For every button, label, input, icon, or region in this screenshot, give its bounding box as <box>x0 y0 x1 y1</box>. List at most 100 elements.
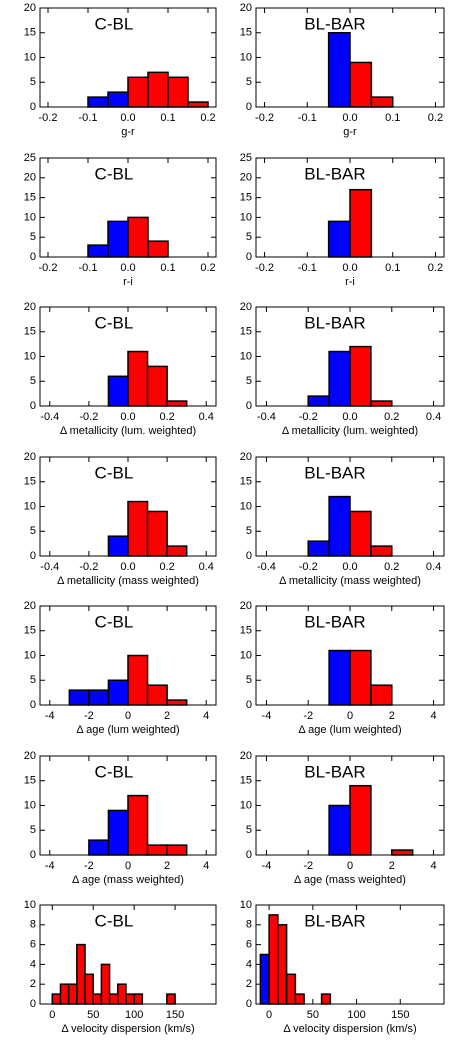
y-tick-label: 15 <box>24 27 36 39</box>
panel-label: BL-BAR <box>304 463 365 482</box>
x-tick-label: 0.1 <box>385 262 400 274</box>
x-tick-label: -0.2 <box>299 411 318 423</box>
x-tick-label: 4 <box>430 710 436 722</box>
x-tick-label: -4 <box>45 710 55 722</box>
x-tick-label: 50 <box>87 1009 99 1021</box>
bar <box>146 510 168 557</box>
y-tick-label: 10 <box>24 649 36 661</box>
x-tick-label: 0.2 <box>159 411 174 423</box>
y-tick-label: 0 <box>246 998 252 1010</box>
y-tick-label: 0 <box>30 251 36 263</box>
x-tick-label: -4 <box>262 710 272 722</box>
x-tick-label: -0.4 <box>40 561 59 573</box>
x-tick-label: 0.0 <box>342 411 357 423</box>
bar <box>370 545 393 557</box>
y-tick-label: 10 <box>240 211 252 223</box>
bar <box>166 844 188 856</box>
y-tick-label: 20 <box>24 301 36 313</box>
y-tick-label: 5 <box>30 674 36 686</box>
y-tick-label: 20 <box>24 600 36 612</box>
x-tick-label: 0.2 <box>428 262 443 274</box>
x-tick-label: 0 <box>347 710 353 722</box>
bar <box>127 216 149 258</box>
bar <box>328 804 351 856</box>
x-tick-label: -0.1 <box>298 262 317 274</box>
x-tick-label: 0.4 <box>199 411 214 423</box>
x-tick-label: 0 <box>347 860 353 872</box>
y-tick-label: 5 <box>30 824 36 836</box>
x-tick-label: 0.0 <box>120 561 135 573</box>
y-tick-label: 5 <box>30 76 36 88</box>
bar <box>349 188 373 258</box>
bar <box>107 220 129 258</box>
bar <box>327 32 351 108</box>
x-tick-label: 0 <box>49 1009 55 1021</box>
y-tick-label: 5 <box>246 824 252 836</box>
bar <box>370 400 393 407</box>
bar <box>146 684 168 706</box>
x-tick-label: 2 <box>164 860 170 872</box>
x-tick-label: 0.0 <box>342 561 357 573</box>
y-tick-label: 10 <box>24 350 36 362</box>
bar <box>147 240 169 258</box>
bar <box>327 220 351 258</box>
y-tick-label: 20 <box>24 2 36 14</box>
x-tick-label: 0.1 <box>385 112 400 124</box>
x-axis-label: r-i <box>123 276 133 288</box>
x-axis-label: Δ age (lum weighted) <box>76 724 179 736</box>
bar <box>51 993 62 1005</box>
bar <box>187 101 209 108</box>
bar <box>307 540 330 557</box>
x-tick-label: 100 <box>125 1009 143 1021</box>
y-tick-label: 20 <box>240 172 252 184</box>
bar <box>76 943 86 1005</box>
y-tick-label: 0 <box>246 550 252 562</box>
x-tick-label: 4 <box>203 710 209 722</box>
x-tick-label: 0.0 <box>120 112 135 124</box>
y-tick-label: 2 <box>30 978 36 990</box>
y-tick-label: 20 <box>24 451 36 463</box>
bar <box>100 963 111 1005</box>
plot-frame <box>255 904 445 1005</box>
bar <box>67 983 78 1005</box>
y-tick-label: 10 <box>240 500 252 512</box>
y-tick-label: 5 <box>246 674 252 686</box>
y-tick-label: 10 <box>240 899 252 911</box>
x-tick-label: 0.0 <box>342 112 357 124</box>
bar <box>68 689 90 706</box>
x-tick-label: 2 <box>164 710 170 722</box>
y-tick-label: 6 <box>246 939 252 951</box>
x-tick-label: -4 <box>45 860 55 872</box>
x-axis-label: g-r <box>343 126 357 138</box>
x-tick-label: 0.0 <box>120 262 135 274</box>
y-tick-label: 5 <box>30 375 36 387</box>
y-tick-label: 20 <box>240 451 252 463</box>
x-tick-label: 0.2 <box>159 561 174 573</box>
x-axis-label: Δ velocity dispersion (km/s) <box>61 1023 194 1035</box>
bar <box>370 96 394 108</box>
y-tick-label: 0 <box>30 101 36 113</box>
panel-label: C-BL <box>95 313 134 332</box>
x-tick-label: 0.4 <box>426 561 441 573</box>
x-tick-label: 2 <box>389 710 395 722</box>
y-tick-label: 15 <box>24 326 36 338</box>
y-tick-label: 20 <box>240 600 252 612</box>
bar <box>146 844 168 856</box>
x-tick-label: -0.2 <box>79 411 98 423</box>
y-tick-label: 15 <box>240 192 252 204</box>
bar <box>88 839 110 856</box>
y-tick-label: 0 <box>246 400 252 412</box>
x-tick-label: 0.2 <box>384 411 399 423</box>
bar <box>147 71 169 108</box>
y-tick-label: 6 <box>30 939 36 951</box>
y-tick-label: 10 <box>24 899 36 911</box>
x-tick-label: 0.2 <box>428 112 443 124</box>
x-tick-label: 0.2 <box>200 262 215 274</box>
y-tick-label: 10 <box>240 51 252 63</box>
x-tick-label: -2 <box>84 860 94 872</box>
y-tick-label: 20 <box>240 750 252 762</box>
y-tick-label: 10 <box>240 350 252 362</box>
x-tick-label: 0.1 <box>160 262 175 274</box>
y-tick-label: 15 <box>24 625 36 637</box>
x-axis-label: Δ velocity dispersion (km/s) <box>283 1023 416 1035</box>
